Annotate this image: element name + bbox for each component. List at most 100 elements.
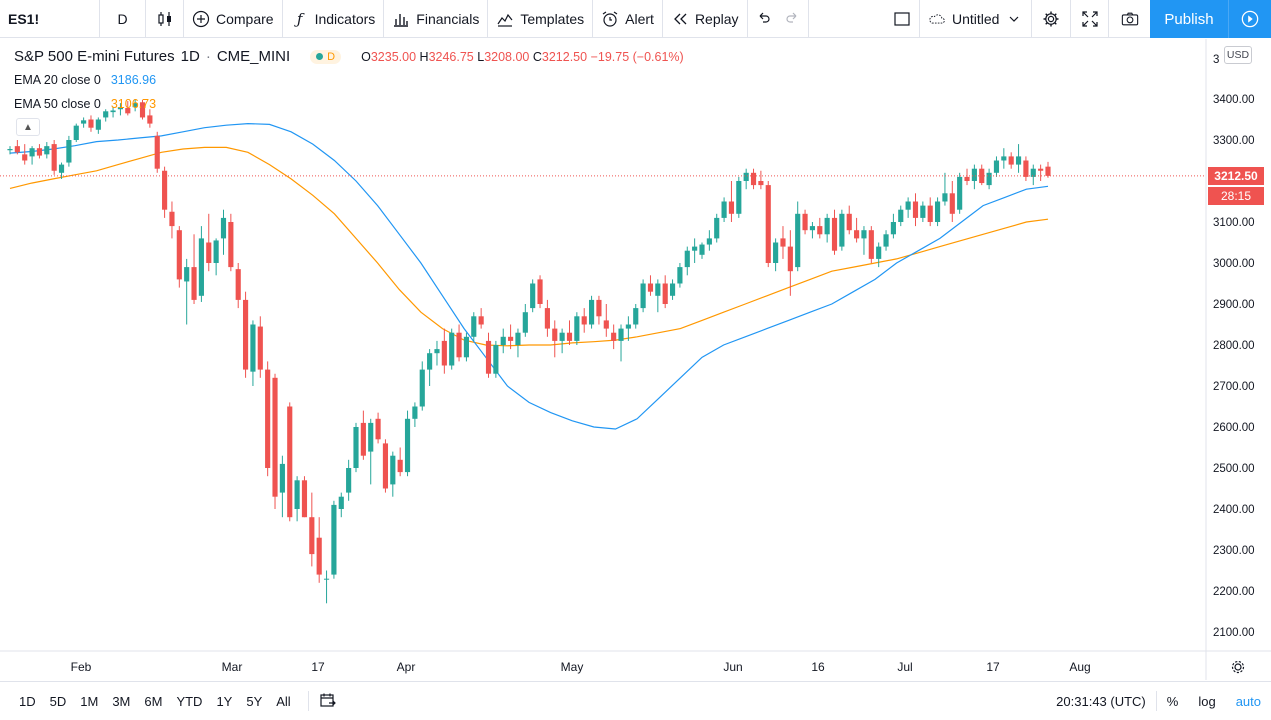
- candle: [412, 402, 418, 427]
- candle-body: [559, 332, 565, 341]
- candle: [765, 181, 771, 268]
- candle-body: [1023, 160, 1029, 177]
- legend-separator: ·: [205, 48, 211, 65]
- auto-scale-button[interactable]: auto: [1235, 693, 1261, 709]
- legend-ema50[interactable]: EMA 50 close 0 3106.73: [14, 97, 156, 111]
- candle-body: [603, 320, 609, 329]
- symbol-search-button[interactable]: ES1!: [0, 0, 100, 38]
- candle: [198, 226, 204, 302]
- settings-button[interactable]: [1032, 0, 1071, 38]
- candle-body: [88, 119, 94, 128]
- currency-label: USD: [1226, 49, 1250, 61]
- function-icon: ƒ: [296, 9, 303, 28]
- bottom-right-controls: 20:31:43 (UTC) % log auto: [1046, 682, 1271, 720]
- range-1m[interactable]: 1M: [80, 693, 99, 709]
- time-axis-ticks[interactable]: Feb Mar 17 Apr May Jun 16 Jul 17 Aug: [71, 660, 1091, 674]
- play-circle-icon: [1241, 10, 1259, 28]
- financials-label: Financials: [416, 10, 480, 27]
- candle: [964, 168, 970, 186]
- legend-title[interactable]: S&P 500 E-mini Futures: [14, 48, 175, 65]
- candle: [154, 131, 160, 173]
- range-1y[interactable]: 1Y: [216, 693, 233, 709]
- publish-button[interactable]: Publish: [1150, 0, 1228, 38]
- legend-collapse-button[interactable]: ▲: [16, 118, 40, 136]
- price-tick-label: 2100.00: [1213, 627, 1255, 639]
- candle: [471, 312, 477, 341]
- compare-button[interactable]: Compare: [184, 0, 283, 38]
- goto-date-button[interactable]: [319, 692, 337, 710]
- candle: [265, 361, 271, 477]
- candle-body: [846, 213, 852, 231]
- candle-body: [139, 102, 146, 118]
- candle: [250, 320, 256, 386]
- candle: [934, 197, 941, 227]
- log-scale-button[interactable]: log: [1198, 693, 1216, 709]
- range-1d[interactable]: 1D: [19, 693, 36, 709]
- undo-button[interactable]: [748, 0, 778, 38]
- templates-button[interactable]: Templates: [488, 0, 594, 38]
- candle-body: [625, 324, 631, 329]
- candle-body: [765, 185, 771, 263]
- open-label: O: [361, 49, 371, 64]
- range-3m[interactable]: 3M: [112, 693, 131, 709]
- replay-button[interactable]: Replay: [663, 0, 748, 38]
- candle: [611, 324, 617, 350]
- candle-body: [721, 201, 727, 218]
- candle: [927, 197, 933, 227]
- candle: [596, 295, 602, 325]
- change-value: −19.75 (−0.61%): [590, 49, 684, 64]
- candle-body: [294, 480, 300, 509]
- chart-canvas[interactable]: 3400.003300.003200.003100.003000.002900.…: [0, 39, 1271, 680]
- indicators-button[interactable]: ƒ Indicators: [283, 0, 385, 38]
- candle-body: [382, 443, 389, 489]
- bar-countdown-value: 28:15: [1220, 188, 1252, 203]
- legend-ema20[interactable]: EMA 20 close 0 3186.96: [14, 73, 156, 87]
- snapshot-button[interactable]: [1109, 0, 1150, 38]
- financials-button[interactable]: Financials: [384, 0, 489, 38]
- candle-body: [220, 217, 227, 239]
- interval-button[interactable]: D: [100, 0, 146, 38]
- range-5d[interactable]: 5D: [49, 693, 67, 709]
- candle: [868, 226, 874, 263]
- price-axis-ticks[interactable]: 3400.003300.003200.003100.003000.002900.…: [1213, 54, 1255, 639]
- candle: [692, 238, 698, 263]
- range-5y[interactable]: 5Y: [246, 693, 263, 709]
- candle: [309, 492, 315, 567]
- candle-body: [169, 211, 175, 227]
- high-label: H: [419, 49, 429, 64]
- fullscreen-button[interactable]: [1071, 0, 1109, 38]
- candle: [544, 299, 550, 337]
- candle-body: [1001, 156, 1007, 161]
- candle-body: [463, 336, 470, 358]
- range-ytd[interactable]: YTD: [176, 693, 203, 709]
- candles: [7, 99, 1051, 604]
- chart-style-button[interactable]: [146, 0, 184, 38]
- templates-label: Templates: [520, 10, 585, 27]
- candle: [508, 324, 514, 350]
- utc-clock[interactable]: 20:31:43 (UTC): [1056, 693, 1146, 709]
- percent-scale-button[interactable]: %: [1166, 693, 1179, 709]
- bottom-toolbar: 1D 5D 1M 3M 6M YTD 1Y 5Y All 20:31:43 (U…: [0, 681, 1271, 720]
- layout-menu-button[interactable]: Untitled: [920, 0, 1032, 38]
- chart-pane[interactable]: 3400.003300.003200.003100.003000.002900.…: [0, 39, 1271, 680]
- candle: [669, 279, 676, 300]
- candle-body: [971, 168, 977, 181]
- candle-body: [73, 125, 79, 140]
- price-tick-label: 3400.00: [1213, 94, 1255, 106]
- candle-body: [773, 242, 779, 263]
- candle: [162, 166, 168, 218]
- candle-body: [949, 193, 955, 214]
- market-status-badge[interactable]: D: [310, 49, 342, 64]
- time-axis-settings-icon[interactable]: [1231, 660, 1245, 674]
- play-button[interactable]: [1228, 0, 1271, 38]
- candle-body: [58, 164, 65, 173]
- range-all[interactable]: All: [276, 693, 291, 709]
- redo-button[interactable]: [778, 0, 809, 38]
- candle: [353, 422, 359, 473]
- fullscreen-select-button[interactable]: [884, 0, 920, 38]
- alert-button[interactable]: Alert: [593, 0, 663, 38]
- candle-body: [338, 496, 344, 509]
- candle-body: [412, 406, 418, 419]
- range-6m[interactable]: 6M: [144, 693, 163, 709]
- currency-button[interactable]: USD: [1224, 46, 1252, 64]
